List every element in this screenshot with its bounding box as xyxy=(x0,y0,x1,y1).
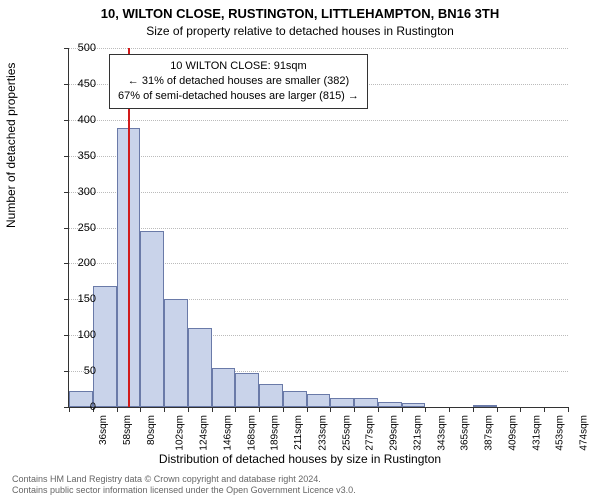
x-tick-label: 233sqm xyxy=(317,415,328,451)
chart-title-sub: Size of property relative to detached ho… xyxy=(0,24,600,38)
plot-area: 10 WILTON CLOSE: 91sqm← 31% of detached … xyxy=(68,48,568,408)
histogram-bar xyxy=(235,373,259,407)
x-tick-label: 189sqm xyxy=(270,415,281,451)
x-tick-label: 321sqm xyxy=(412,415,423,451)
footer-line-1: Contains HM Land Registry data © Crown c… xyxy=(12,474,356,485)
histogram-bar xyxy=(93,286,117,407)
x-tick-mark xyxy=(520,407,521,412)
annotation-box: 10 WILTON CLOSE: 91sqm← 31% of detached … xyxy=(109,54,368,109)
x-tick-label: 102sqm xyxy=(175,415,186,451)
histogram-bar xyxy=(307,394,331,407)
x-tick-mark xyxy=(402,407,403,412)
y-tick-label: 150 xyxy=(68,293,96,305)
y-tick-label: 300 xyxy=(68,186,96,198)
x-tick-mark xyxy=(568,407,569,412)
histogram-bar xyxy=(330,398,354,407)
x-tick-label: 453sqm xyxy=(555,415,566,451)
gridline-h xyxy=(69,48,568,49)
x-tick-mark xyxy=(117,407,118,412)
x-tick-label: 58sqm xyxy=(122,415,133,445)
y-tick-label: 0 xyxy=(68,401,96,413)
x-tick-mark xyxy=(354,407,355,412)
x-tick-mark xyxy=(235,407,236,412)
x-tick-label: 409sqm xyxy=(508,415,519,451)
x-tick-label: 431sqm xyxy=(531,415,542,451)
gridline-h xyxy=(69,120,568,121)
x-tick-mark xyxy=(140,407,141,412)
x-tick-mark xyxy=(330,407,331,412)
y-tick-label: 500 xyxy=(68,42,96,54)
x-tick-mark xyxy=(544,407,545,412)
histogram-bar xyxy=(283,391,307,407)
x-tick-label: 255sqm xyxy=(341,415,352,451)
x-tick-mark xyxy=(307,407,308,412)
x-axis-label: Distribution of detached houses by size … xyxy=(0,452,600,466)
histogram-bar xyxy=(188,328,212,407)
x-tick-label: 211sqm xyxy=(293,415,304,450)
histogram-bar xyxy=(354,398,378,407)
x-tick-mark xyxy=(212,407,213,412)
y-tick-label: 400 xyxy=(68,114,96,126)
x-tick-mark xyxy=(497,407,498,412)
histogram-bar xyxy=(473,405,497,407)
footer-line-2: Contains public sector information licen… xyxy=(12,485,356,496)
x-tick-label: 387sqm xyxy=(484,415,495,451)
x-tick-label: 124sqm xyxy=(199,415,210,451)
histogram-bar xyxy=(378,402,402,407)
x-tick-mark xyxy=(449,407,450,412)
y-axis-label: Number of detached properties xyxy=(4,63,18,228)
gridline-h xyxy=(69,156,568,157)
y-tick-label: 250 xyxy=(68,222,96,234)
x-tick-label: 36sqm xyxy=(98,415,109,445)
y-tick-label: 350 xyxy=(68,150,96,162)
x-tick-label: 474sqm xyxy=(579,415,590,451)
annotation-line: 10 WILTON CLOSE: 91sqm xyxy=(118,59,359,74)
footer-attribution: Contains HM Land Registry data © Crown c… xyxy=(12,474,356,497)
chart-container: 10, WILTON CLOSE, RUSTINGTON, LITTLEHAMP… xyxy=(0,0,600,500)
x-tick-mark xyxy=(425,407,426,412)
y-tick-label: 200 xyxy=(68,257,96,269)
x-tick-mark xyxy=(378,407,379,412)
x-tick-label: 168sqm xyxy=(246,415,257,451)
histogram-bar xyxy=(402,403,426,407)
gridline-h xyxy=(69,192,568,193)
x-tick-label: 146sqm xyxy=(222,415,233,451)
x-tick-label: 277sqm xyxy=(365,415,376,451)
chart-title-main: 10, WILTON CLOSE, RUSTINGTON, LITTLEHAMP… xyxy=(0,6,600,21)
x-tick-mark xyxy=(473,407,474,412)
x-tick-mark xyxy=(164,407,165,412)
histogram-bar xyxy=(259,384,283,407)
x-tick-label: 343sqm xyxy=(436,415,447,451)
x-tick-mark xyxy=(259,407,260,412)
annotation-line: ← 31% of detached houses are smaller (38… xyxy=(118,74,359,89)
y-tick-label: 450 xyxy=(68,78,96,90)
x-tick-label: 365sqm xyxy=(460,415,471,451)
x-tick-label: 299sqm xyxy=(389,415,400,451)
x-tick-mark xyxy=(188,407,189,412)
gridline-h xyxy=(69,228,568,229)
x-tick-label: 80sqm xyxy=(146,415,157,445)
y-tick-label: 100 xyxy=(68,329,96,341)
annotation-line: 67% of semi-detached houses are larger (… xyxy=(118,89,359,104)
histogram-bar xyxy=(212,368,236,407)
histogram-bar xyxy=(140,231,164,407)
x-tick-mark xyxy=(283,407,284,412)
y-tick-label: 50 xyxy=(68,365,96,377)
histogram-bar xyxy=(164,299,188,407)
